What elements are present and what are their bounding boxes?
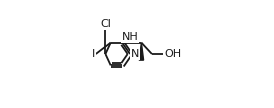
Text: NH: NH <box>122 32 138 42</box>
Text: N: N <box>131 49 139 59</box>
Text: Cl: Cl <box>100 19 111 29</box>
Polygon shape <box>139 43 144 60</box>
Text: OH: OH <box>164 49 181 59</box>
Text: I: I <box>92 49 95 59</box>
